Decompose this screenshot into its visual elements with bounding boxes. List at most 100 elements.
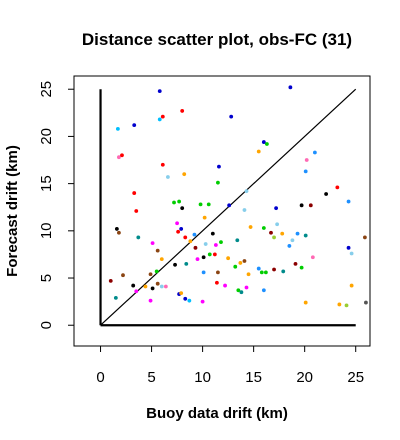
data-point	[364, 300, 368, 305]
x-tick-label: 15	[245, 369, 262, 386]
data-point	[183, 296, 188, 301]
reference-line-group	[100, 88, 357, 326]
data-point	[136, 235, 141, 240]
data-point	[349, 283, 354, 288]
plot-frame	[73, 75, 371, 347]
data-point	[108, 278, 113, 283]
data-point	[295, 231, 300, 236]
data-point	[274, 206, 278, 211]
data-point	[261, 140, 266, 144]
data-point	[335, 185, 340, 190]
data-point	[219, 240, 223, 245]
data-point	[134, 289, 139, 294]
data-point	[303, 300, 308, 305]
data-point	[179, 291, 184, 296]
data-point	[216, 270, 220, 275]
data-point	[227, 203, 232, 208]
data-point	[248, 225, 253, 229]
data-point	[259, 270, 264, 275]
data-point	[206, 202, 211, 207]
data-point	[214, 280, 219, 285]
data-point	[177, 199, 182, 204]
data-point	[256, 266, 261, 271]
data-point	[287, 244, 292, 248]
data-point	[244, 285, 249, 290]
data-point	[324, 192, 329, 196]
data-point	[210, 231, 215, 236]
data-point	[155, 281, 160, 286]
data-point	[183, 235, 188, 240]
x-axis: 0 5 10 15 20 25	[96, 346, 364, 386]
data-point	[216, 180, 220, 185]
data-point	[176, 229, 181, 234]
data-point	[226, 256, 231, 261]
x-tick-label: 25	[347, 369, 364, 386]
data-point	[212, 252, 217, 257]
data-point	[148, 272, 153, 277]
y-tick-label: 15	[38, 175, 55, 192]
data-point	[346, 199, 351, 204]
data-point	[150, 241, 155, 245]
data-point	[272, 235, 276, 240]
data-point	[235, 238, 240, 243]
data-point	[143, 284, 148, 289]
y-tick-label: 5	[38, 274, 55, 282]
data-point	[303, 169, 308, 174]
data-point	[362, 235, 367, 240]
data-point	[261, 288, 266, 293]
data-points	[108, 85, 368, 308]
data-point	[256, 149, 261, 154]
data-point	[120, 153, 124, 158]
data-point	[303, 233, 308, 238]
data-point	[193, 245, 198, 250]
data-point	[238, 261, 243, 265]
x-axis-label: Buoy data drift (km)	[146, 405, 288, 422]
y-axis-label: Forecast drift (km)	[4, 145, 21, 277]
chart-title: Distance scatter plot, obs-FC (31)	[82, 30, 352, 49]
data-point	[157, 117, 162, 122]
data-point	[184, 261, 189, 266]
data-point	[132, 191, 137, 195]
data-point	[244, 189, 249, 194]
data-point	[269, 230, 273, 235]
data-point	[201, 270, 206, 275]
data-point	[213, 243, 218, 247]
data-point	[173, 262, 177, 267]
data-point	[198, 202, 203, 207]
data-point	[349, 251, 354, 256]
data-point	[239, 290, 244, 295]
data-point	[217, 164, 221, 169]
zero-axes	[99, 89, 356, 327]
data-point	[121, 273, 125, 278]
data-point	[172, 200, 176, 205]
data-point	[150, 286, 155, 291]
x-tick-label: 0	[96, 369, 104, 386]
data-point	[187, 298, 192, 303]
data-point	[188, 239, 193, 244]
data-point	[202, 215, 207, 220]
data-point	[203, 242, 208, 246]
data-point	[175, 221, 179, 226]
y-tick-label: 0	[38, 321, 55, 329]
data-point	[201, 255, 206, 260]
y-tick-label: 25	[38, 81, 55, 98]
data-point	[159, 284, 164, 289]
data-point	[132, 123, 137, 127]
data-point	[272, 267, 276, 272]
data-point	[115, 126, 120, 131]
y-tick-label: 20	[38, 128, 55, 145]
data-point	[117, 230, 121, 235]
data-point	[288, 85, 293, 90]
data-point	[180, 206, 185, 211]
data-point	[113, 295, 118, 300]
y-axis: 0 5 10 15 20 25	[38, 81, 74, 329]
data-point	[195, 257, 200, 262]
data-point	[200, 299, 205, 304]
data-point	[275, 222, 280, 227]
data-point	[148, 298, 153, 303]
x-tick-label: 5	[147, 369, 155, 386]
data-point	[281, 269, 286, 274]
data-point	[299, 265, 304, 270]
data-point	[236, 288, 241, 293]
